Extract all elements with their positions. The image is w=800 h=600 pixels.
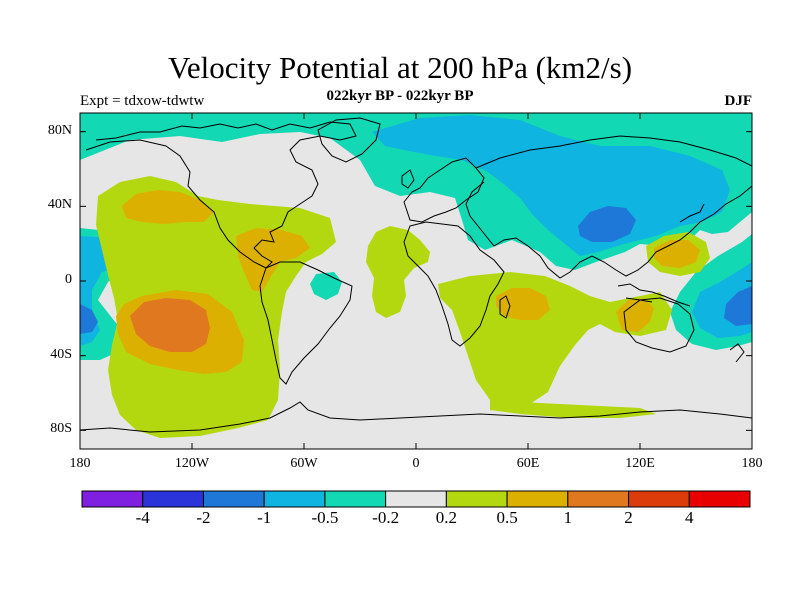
south-america-coastline: [259, 261, 353, 385]
cyan-field-asia: [372, 115, 730, 256]
contour-fields: [80, 113, 752, 449]
britain-coastline: [401, 169, 415, 189]
latitude-label: 80S: [50, 421, 72, 437]
colorbar-label: 1: [563, 508, 573, 527]
colorbar-box: [81, 490, 144, 508]
colorbar-box: [263, 490, 326, 508]
colorbar-box: [506, 490, 569, 508]
experiment-label: Expt = tdxow-tdwtw: [80, 93, 205, 109]
europe-coastline: [403, 157, 485, 223]
colorbar-label: 4: [685, 508, 694, 527]
longitude-label: 60W: [290, 456, 318, 471]
gold-field-caribbean: [236, 228, 310, 292]
colorbar-box: [142, 490, 204, 508]
colorbar: [81, 490, 751, 508]
colorbar-label: 0.5: [496, 508, 518, 527]
latitude-label: 40N: [47, 197, 72, 213]
colorbar-label: 0.2: [435, 508, 457, 527]
australia-coastline: [623, 297, 695, 353]
latitude-label: 40S: [50, 346, 72, 362]
madagascar-coastline: [499, 295, 511, 319]
blue-field-pacific-west: [80, 304, 98, 334]
longitude-label: 0: [412, 456, 420, 471]
new-zealand-coastline: [729, 343, 745, 363]
map-title: Velocity Potential at 200 hPa (km2/s): [167, 50, 633, 85]
longitude-label: 60E: [516, 456, 540, 471]
coastlines: [80, 117, 752, 433]
colorbar-label: 2: [624, 508, 633, 527]
longitude-label: 120E: [625, 456, 655, 471]
greenland-coastline: [317, 117, 381, 163]
colorbar-label: -4: [135, 508, 150, 527]
gold-field-africa: [496, 288, 550, 320]
asia-coastline: [465, 135, 752, 279]
colorbar-label: -0.2: [372, 508, 400, 527]
africa-coastline: [403, 221, 505, 347]
colorbar-label: -2: [196, 508, 211, 527]
orange-field-south-pacific: [130, 298, 210, 352]
teal-field-atlantic: [310, 272, 342, 300]
japan-coastline: [679, 203, 705, 223]
colorbar-box: [202, 490, 265, 508]
latitude-label: 0: [65, 272, 72, 287]
antarctica-coastline: [80, 401, 752, 433]
longitude-label: 180: [741, 456, 763, 471]
colorbar-box: [385, 490, 447, 508]
map-subtitle: 022kyr BP - 022kyr BP: [326, 88, 474, 104]
colorbar-box: [688, 490, 751, 508]
latitude-label: 80N: [47, 122, 72, 138]
axis-ticks: [79, 113, 753, 449]
gold-field-north-america: [122, 190, 214, 224]
colorbar-box: [445, 490, 508, 508]
blue-field-asia: [578, 206, 636, 242]
colorbar-box: [324, 490, 387, 508]
colorbar-label: -1: [257, 508, 272, 527]
colorbar-box: [567, 490, 630, 508]
colorbar-label: -0.5: [311, 508, 339, 527]
longitude-label: 120W: [174, 456, 210, 471]
season-label: DJF: [724, 93, 753, 109]
colorbar-box: [628, 490, 690, 508]
blue-field-australia-east: [724, 286, 752, 326]
longitude-label: 180: [69, 456, 91, 471]
green-field-southern-ocean: [490, 400, 656, 418]
north-america-coastline: [85, 121, 357, 269]
